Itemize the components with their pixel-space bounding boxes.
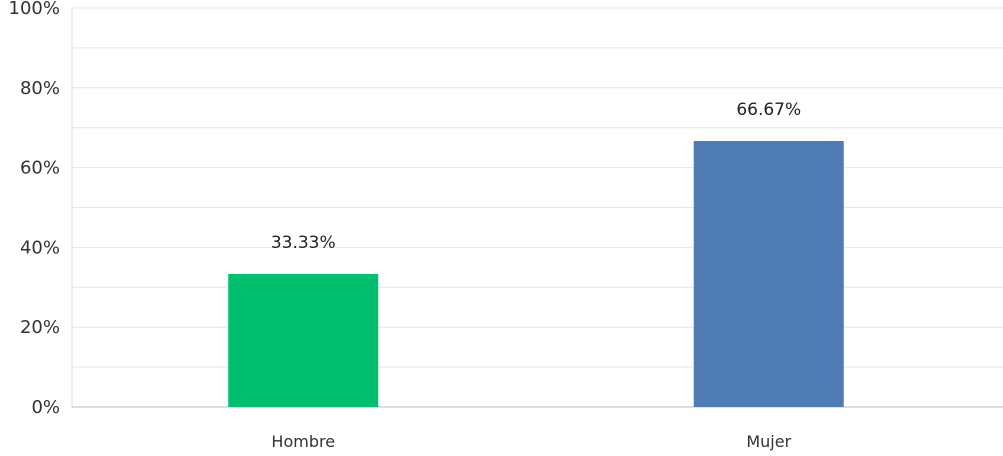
gridlines bbox=[72, 7, 1003, 368]
bars bbox=[228, 140, 844, 407]
bar-hombre bbox=[228, 274, 379, 407]
y-tick-label: 100% bbox=[9, 0, 60, 19]
y-axis-ticks: 0% 20% 40% 60% 80% 100% bbox=[9, 0, 60, 418]
y-tick-label: 40% bbox=[20, 237, 60, 258]
x-category-label: Mujer bbox=[746, 432, 791, 451]
y-tick-label: 0% bbox=[31, 397, 60, 418]
data-labels: 33.33% 66.67% bbox=[271, 100, 801, 253]
x-axis-categories: Hombre Mujer bbox=[271, 432, 791, 451]
y-tick-label: 20% bbox=[20, 317, 60, 338]
y-tick-label: 60% bbox=[20, 158, 60, 179]
x-category-label: Hombre bbox=[271, 432, 335, 451]
y-tick-label: 80% bbox=[20, 78, 60, 99]
data-label-mujer: 66.67% bbox=[736, 100, 801, 120]
bar-mujer bbox=[693, 140, 844, 407]
data-label-hombre: 33.33% bbox=[271, 233, 336, 253]
